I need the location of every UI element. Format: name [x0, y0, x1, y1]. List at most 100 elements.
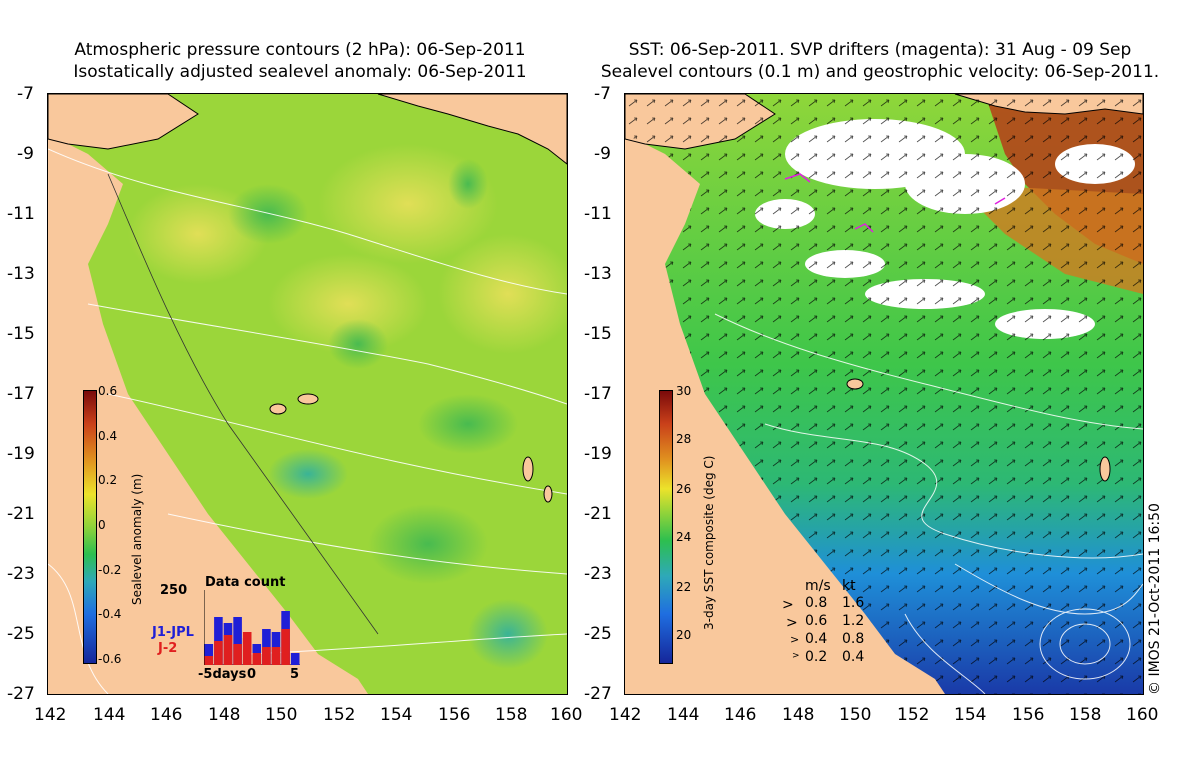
legend-row0-kt: 1.6 [842, 595, 865, 611]
left-lon-tick: 158 [495, 705, 528, 725]
right-lon-tick: 152 [897, 705, 930, 725]
left-title-line1: Atmospheric pressure contours (2 hPa): 0… [74, 40, 526, 60]
legend-arrow-icon: > [782, 597, 794, 613]
sst-tick-1: 28 [676, 432, 692, 446]
right-lat-tick: -11 [584, 204, 612, 224]
data-count-bar [214, 641, 223, 665]
left-title-line2: Isostatically adjusted sealevel anomaly:… [73, 62, 527, 82]
data-count-bar [290, 653, 300, 665]
sst-colorbar-label: 3-day SST composite (deg C) [702, 455, 716, 630]
right-lat-tick: -21 [584, 504, 612, 524]
left-lat-tick: -27 [7, 684, 35, 704]
right-lon-tick: 148 [782, 705, 815, 725]
sla-tick-1: 0.4 [98, 429, 118, 443]
data-count-chart [204, 590, 300, 665]
right-lat-tick: -19 [584, 444, 612, 464]
data-count-title: Data count [205, 575, 286, 590]
data-count-bar [233, 644, 242, 665]
data-count-x0: -5days [198, 667, 247, 682]
sst-tick-0: 30 [676, 384, 692, 398]
legend-header-kt: kt [842, 578, 856, 594]
legend-row3-kt: 0.4 [842, 649, 865, 665]
right-lon-tick: 146 [724, 705, 757, 725]
right-lat-tick: -7 [594, 84, 611, 104]
sla-tick-0: 0.6 [98, 384, 118, 398]
sealevel-contours [714, 313, 1143, 694]
velocity-legend: m/s kt > 0.8 1.6 > 0.6 1.2 > 0.4 0.8 > 0… [780, 578, 880, 668]
legend-row3-ms: 0.2 [805, 649, 828, 665]
left-lat-tick: -25 [7, 624, 35, 644]
sealevel-anomaly-map [47, 93, 568, 695]
legend-row2-ms: 0.4 [805, 631, 828, 647]
sla-tick-5: -0.4 [98, 607, 122, 621]
sst-plot [625, 94, 1143, 694]
sst-tick-4: 22 [676, 580, 692, 594]
left-lat-tick: -15 [7, 324, 35, 344]
left-lat-tick: -9 [17, 144, 34, 164]
right-lat-tick: -15 [584, 324, 612, 344]
data-count-bar [252, 653, 262, 665]
shelf-line [107, 173, 379, 635]
sst-tick-3: 24 [676, 530, 692, 544]
series-label-j2: J-2 [158, 641, 178, 656]
right-lon-tick: 142 [609, 705, 642, 725]
left-lon-tick: 154 [380, 705, 413, 725]
sst-colorbar [659, 390, 673, 664]
right-lon-tick: 156 [1012, 705, 1045, 725]
legend-header-ms: m/s [805, 578, 831, 594]
left-lon-tick: 142 [34, 705, 67, 725]
data-count-x1: 0 [247, 667, 257, 682]
left-lon-tick: 152 [323, 705, 356, 725]
left-lat-tick: -17 [7, 384, 35, 404]
left-lon-tick: 144 [93, 705, 126, 725]
sealevel-colorbar [83, 390, 97, 664]
left-lat-tick: -13 [7, 264, 35, 284]
legend-row0-ms: 0.8 [805, 595, 828, 611]
png-west-coast [48, 94, 199, 150]
data-count-x2: 5 [290, 667, 300, 682]
legend-arrow-icon: > [786, 615, 798, 631]
sst-map [624, 93, 1144, 695]
legend-arrow-icon: > [790, 633, 800, 646]
sst-tick-5: 20 [676, 628, 692, 642]
data-count-bar [223, 635, 233, 665]
right-lat-tick: -17 [584, 384, 612, 404]
legend-row1-kt: 1.2 [842, 613, 865, 629]
png-coast [377, 94, 567, 165]
credit-text: © IMOS 21-Oct-2011 16:50 [1147, 503, 1163, 695]
legend-row1-ms: 0.6 [805, 613, 828, 629]
islands [269, 393, 553, 503]
left-lon-tick: 148 [208, 705, 241, 725]
right-lat-tick: -23 [584, 564, 612, 584]
left-lat-tick: -7 [17, 84, 34, 104]
legend-arrow-icon: > [792, 651, 800, 661]
data-count-bar [262, 647, 271, 665]
right-lon-tick: 150 [839, 705, 872, 725]
data-count-bar [233, 617, 242, 665]
data-count-bar [204, 656, 214, 665]
left-lon-tick: 150 [265, 705, 298, 725]
left-lon-tick: 146 [150, 705, 183, 725]
right-lon-tick: 160 [1126, 705, 1159, 725]
data-count-ymax: 250 [160, 583, 188, 598]
left-lat-tick: -21 [7, 504, 35, 524]
right-lat-tick: -9 [594, 144, 611, 164]
left-lat-tick: -11 [7, 204, 35, 224]
data-count-bar [271, 647, 281, 665]
right-title-line2: Sealevel contours (0.1 m) and geostrophi… [600, 62, 1160, 82]
sst-tick-2: 26 [676, 482, 692, 496]
left-lon-tick: 160 [550, 705, 583, 725]
left-lat-tick: -19 [7, 444, 35, 464]
right-lat-tick: -13 [584, 264, 612, 284]
sla-tick-6: -0.6 [98, 652, 122, 666]
right-lon-tick: 144 [667, 705, 700, 725]
left-lat-tick: -23 [7, 564, 35, 584]
velocity-arrows [625, 94, 1143, 694]
drifter-tracks [784, 173, 1006, 233]
data-count-bar [204, 644, 214, 665]
legend-row2-kt: 0.8 [842, 631, 865, 647]
pressure-contours [48, 148, 567, 694]
right-title-line1: SST: 06-Sep-2011. SVP drifters (magenta)… [628, 40, 1132, 60]
sla-colorbar-label: Sealevel anomaly (m) [130, 473, 144, 605]
data-count-inset: Data count 250 J1-JPL J-2 -5days 0 5 [150, 575, 310, 685]
